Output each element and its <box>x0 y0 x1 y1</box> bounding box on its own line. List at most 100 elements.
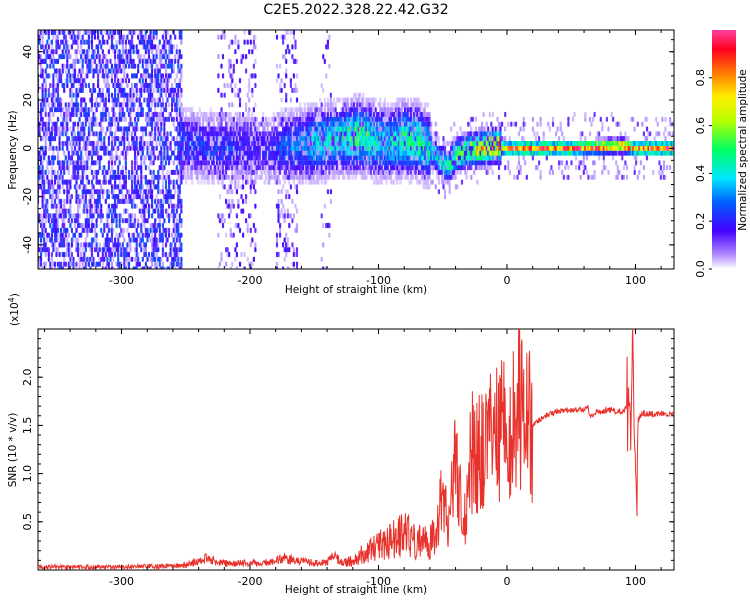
spectrogram-cell <box>86 165 89 171</box>
spectrogram-cell <box>80 160 83 166</box>
spectrogram-cell <box>134 218 137 224</box>
spectrogram-cell <box>146 68 149 74</box>
spectrogram-cell <box>175 165 178 171</box>
spectrogram-cell <box>149 155 152 161</box>
spectrogram-cell <box>50 107 53 113</box>
spectrogram-cell <box>243 30 246 35</box>
spectrogram-cell <box>242 208 245 214</box>
spectrogram-cell <box>274 116 277 122</box>
spectrogram-cell <box>155 266 158 269</box>
spectrogram-cell <box>41 136 44 142</box>
spectrogram-cell <box>157 247 160 253</box>
spectrogram-cell <box>97 203 100 209</box>
spectrogram-cell <box>78 194 81 200</box>
spectrogram-cell <box>87 155 90 161</box>
spectrogram-cell <box>180 102 183 108</box>
spectrogram-cell <box>44 78 47 84</box>
spectrogram-cell <box>90 97 94 103</box>
spectrogram-cell <box>288 179 291 185</box>
spectrogram-cell <box>228 102 231 108</box>
spectrogram-cell <box>157 121 160 127</box>
spectrogram-cell <box>245 54 248 60</box>
spectrogram-cell <box>331 102 334 108</box>
spectrogram-cell <box>157 179 160 185</box>
spectrogram-cell <box>234 34 237 40</box>
spectrogram-cell <box>124 44 127 50</box>
spectrogram-cell <box>53 92 57 98</box>
spectrogram-cell <box>198 107 201 113</box>
spectrogram-cell <box>248 111 251 118</box>
spectrogram-cell <box>129 247 132 253</box>
spectrogram-cell <box>118 222 121 229</box>
spectrogram-cell <box>220 251 223 258</box>
spectrogram-cell <box>254 247 257 253</box>
spectrogram-cell <box>226 82 229 89</box>
spectrogram-cell <box>126 34 129 40</box>
spectrogram-cell <box>43 184 46 190</box>
spectrogram-cell <box>231 78 234 84</box>
spectrogram-cell <box>47 30 50 35</box>
spectrogram-cell <box>292 213 295 219</box>
spectrogram-cell <box>254 179 257 185</box>
spectrogram-cell <box>160 78 163 84</box>
spectrogram-cell <box>144 165 147 171</box>
spectrogram-cell <box>328 63 331 69</box>
spectrogram-cell <box>234 49 237 55</box>
spectrogram-cell <box>110 92 114 98</box>
spectrogram-cell <box>172 160 175 166</box>
spectrogram-cell <box>177 87 180 93</box>
spectrogram-cell <box>164 251 168 258</box>
spectrogram-cell <box>149 30 152 35</box>
spectrogram-cell <box>140 189 143 195</box>
spectrogram-cell <box>326 97 329 103</box>
spectrogram-cell <box>118 155 121 161</box>
spectrogram-cell <box>147 208 151 214</box>
spectrogram-cell <box>166 198 169 204</box>
spectrogram-cell <box>155 34 158 40</box>
spectrogram-cell <box>121 107 124 113</box>
spectrogram-cell <box>242 111 245 118</box>
spectrogram-cell <box>172 136 175 142</box>
spectrogram-cell <box>292 179 295 185</box>
spectrogram-cell <box>246 174 249 180</box>
spectrogram-cell <box>47 218 50 224</box>
spectrogram-cell <box>254 121 257 127</box>
spectrogram-cell <box>292 266 295 269</box>
spectrogram-cell <box>292 111 295 118</box>
spectrogram-cell <box>166 150 169 156</box>
spectrogram-cell <box>292 30 295 35</box>
spectrogram-cell <box>72 160 75 166</box>
spectrogram-cell <box>87 82 90 89</box>
spectrogram-cell <box>235 266 238 269</box>
spectrogram-cell <box>180 30 183 35</box>
spectrogram-cell <box>332 97 336 103</box>
spectrogram-cell <box>114 131 117 137</box>
spectrogram-cell <box>98 87 101 93</box>
spectrogram-cell <box>217 73 220 79</box>
spectrogram-cell <box>248 49 251 55</box>
spectrogram-cell <box>52 34 55 40</box>
spectrogram-cell <box>100 227 103 233</box>
spectrogram-cell <box>266 126 269 132</box>
spectrogram-cell <box>314 111 317 118</box>
spectrogram-cell <box>106 30 109 35</box>
spectrogram-cell <box>81 63 84 69</box>
spectrogram-cell <box>110 121 114 127</box>
spectrogram-cell <box>46 174 49 180</box>
spectrogram-cell <box>44 136 47 142</box>
spectrogram-cell <box>146 44 149 50</box>
spectrogram-cell <box>144 174 147 180</box>
spectrogram-cell <box>143 97 146 103</box>
spectrogram-cell <box>58 184 61 190</box>
spectrogram-cell <box>81 68 84 74</box>
spectrogram-cell <box>299 102 302 108</box>
spectrogram-cell <box>78 78 81 84</box>
spectrogram-cell <box>151 49 154 55</box>
spectrogram-cell <box>147 49 151 55</box>
spectrogram-cell <box>47 126 50 132</box>
spectrogram-cell <box>354 174 357 180</box>
spectrogram-cell <box>132 58 135 64</box>
spectrogram-cell <box>67 266 70 269</box>
spectrogram-cell <box>143 160 146 166</box>
spectrogram-cell <box>56 58 60 64</box>
